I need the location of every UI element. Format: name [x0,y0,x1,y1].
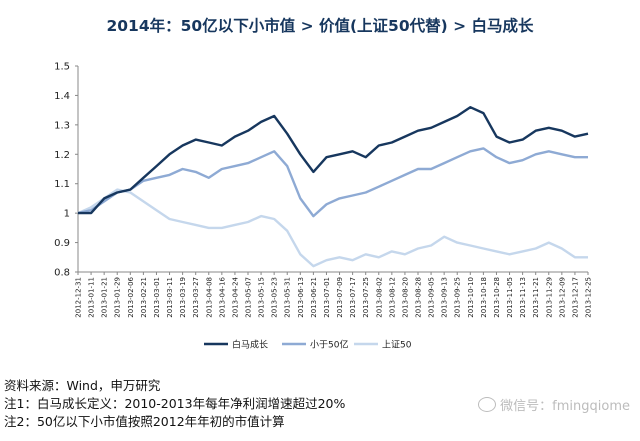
y-tick-label: 0.9 [54,238,70,249]
x-tick-label: 2013-03-01 [153,277,161,318]
x-tick-label: 2013-08-12 [388,277,396,318]
x-tick-label: 2013-11-29 [545,277,553,318]
x-tick-label: 2013-10-18 [480,277,488,318]
x-tick-label: 2013-07-01 [323,277,331,318]
chart-title: 2014年：50亿以下小市值 > 价值(上证50代替) > 白马成长 [106,17,534,35]
x-tick-label: 2013-07-17 [349,277,357,318]
x-tick-label: 2013-04-08 [205,277,213,318]
x-tick-label: 2013-10-10 [467,277,475,318]
y-tick-label: 1.3 [54,120,70,131]
x-tick-label: 2013-03-27 [192,277,200,318]
note-source: 资料来源：Wind，申万研究 [4,378,161,393]
x-tick-label: 2013-03-11 [166,277,174,318]
x-tick-label: 2013-09-25 [454,277,462,318]
notes: 资料来源：Wind，申万研究 注1：白马成长定义：2010-2013年每年净利润… [4,377,640,431]
x-tick-label: 2013-04-24 [231,276,239,317]
series-line-0 [78,105,589,215]
y-tick-label: 1.4 [54,91,70,102]
x-tick-label: 2013-12-09 [558,277,566,318]
x-tick-label: 2013-07-25 [362,277,370,318]
x-tick-label: 2013-09-05 [428,277,436,318]
note-2: 注2：50亿以下小市值按照2012年年初的市值计算 [4,414,285,429]
x-tick-label: 2013-06-21 [310,277,318,318]
x-tick-label: 2013-11-13 [519,277,527,318]
x-tick-label: 2013-05-23 [271,277,279,318]
legend-label-2: 上证50 [382,340,412,351]
x-tick-label: 2013-03-19 [179,277,187,318]
y-tick-label: 1.5 [54,62,70,73]
chart-axes: 0.8 0.9 1 1.1 1.2 1.3 1.4 1.5 2012-12-31 2013-01-… [54,62,592,318]
x-tick-label: 2013-01-21 [101,277,109,318]
series-line-2 [77,188,588,268]
x-tick-label: 2013-05-07 [245,277,253,318]
x-tick-label: 2012-12-31 [75,277,83,318]
x-tick-label: 2013-11-05 [506,277,514,318]
x-tick-label: 2013-07-09 [336,277,344,318]
y-tick-label: 1 [64,209,70,220]
x-tick-label: 2013-08-28 [415,277,423,318]
x-tick-label: 2013-06-13 [297,277,305,318]
x-tick-label: 2013-12-17 [571,277,579,318]
x-tick-label: 2013-11-21 [532,277,540,318]
x-tick-label: 2013-12-25 [585,277,593,318]
chart-legend: 白马成长 小于50亿 上证50 [204,339,412,351]
x-tick-label: 2013-01-11 [88,277,96,318]
x-tick-label: 2013-08-20 [401,277,409,318]
x-tick-label: 2013-05-15 [258,277,266,318]
chart-series [77,105,589,268]
wechat-icon [478,397,497,412]
line-chart: 0.8 0.9 1 1.1 1.2 1.3 1.4 1.5 2012-12-31 2013-01-… [54,62,592,351]
legend-label-1: 小于50亿 [310,339,348,351]
x-tick-label: 2013-02-06 [127,276,135,317]
note-1: 注1：白马成长定义：2010-2013年每年净利润增速超过20% [4,396,346,411]
x-tick-label: 2013-08-02 [375,277,383,318]
x-tick-label: 2013-09-13 [441,277,449,318]
x-tick-label: 2013-04-16 [218,276,226,317]
x-tick-label: 2013-01-29 [114,277,122,318]
x-tick-label: 2013-02-21 [140,277,148,318]
legend-label-0: 白马成长 [232,339,268,351]
watermark-text: 微信号：fmingqiome [500,399,630,414]
x-tick-label: 2013-10-28 [493,277,501,318]
series-line-1 [77,147,588,218]
y-tick-label: 1.1 [54,179,70,190]
y-tick-label: 1.2 [54,150,70,161]
x-tick-label: 2013-05-31 [284,277,292,318]
watermark: 微信号：fmingqiome [478,395,630,414]
y-tick-label: 0.8 [54,268,70,279]
